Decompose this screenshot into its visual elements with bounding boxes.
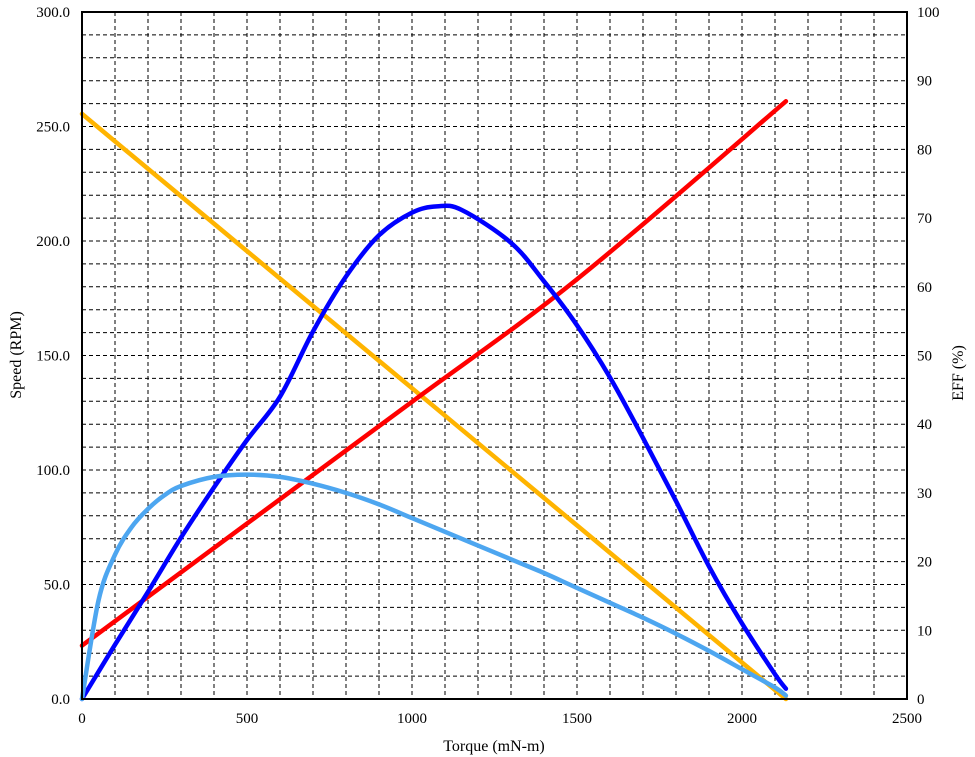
x-axis-title: Torque (mN-m) [443, 738, 545, 755]
x-tick-label: 500 [236, 711, 259, 727]
y-right-tick-label: 70 [917, 211, 932, 227]
y-right-tick-label: 30 [917, 486, 932, 502]
x-tick-label: 1500 [562, 711, 592, 727]
y-right-tick-label: 90 [917, 74, 932, 90]
plot-border [81, 11, 908, 700]
y-left-tick-label: 0.0 [51, 692, 70, 708]
series-line-3 [79, 203, 789, 702]
series-line-2 [79, 99, 789, 648]
y-right-tick-label: 0 [917, 692, 925, 708]
y-right-tick-label: 40 [917, 417, 932, 433]
y-right-tick-label: 100 [917, 5, 940, 21]
series-layer [79, 99, 789, 702]
y-right-tick-label: 50 [917, 349, 932, 365]
y-left-tick-labels: 0.0 50.0 100.0 150.0 200.0 250.0 300.0 [36, 5, 70, 708]
x-tick-labels: 0 500 1000 1500 2000 2500 [78, 711, 922, 727]
y-right-tick-label: 60 [917, 280, 932, 296]
y-right-tick-labels: 0 10 20 30 40 50 60 70 80 90 100 [917, 5, 940, 708]
y-left-tick-label: 100.0 [36, 463, 70, 479]
x-tick-label: 2000 [727, 711, 757, 727]
x-tick-label: 2500 [892, 711, 922, 727]
y-right-tick-label: 20 [917, 555, 932, 571]
y-right-axis-title: EFF (%) [950, 345, 967, 401]
y-left-tick-label: 200.0 [36, 234, 70, 250]
y-right-tick-label: 80 [917, 142, 932, 158]
y-left-tick-label: 150.0 [36, 349, 70, 365]
series-line-1 [79, 111, 789, 702]
y-left-tick-label: 50.0 [44, 578, 70, 594]
y-left-axis-title: Speed (RPM) [8, 311, 25, 399]
y-left-tick-label: 250.0 [36, 120, 70, 136]
x-tick-label: 1000 [397, 711, 427, 727]
x-tick-label: 0 [78, 711, 86, 727]
y-left-tick-label: 300.0 [36, 5, 70, 21]
grid [82, 12, 907, 699]
y-right-tick-label: 10 [917, 623, 932, 639]
series-line-4 [79, 472, 789, 702]
